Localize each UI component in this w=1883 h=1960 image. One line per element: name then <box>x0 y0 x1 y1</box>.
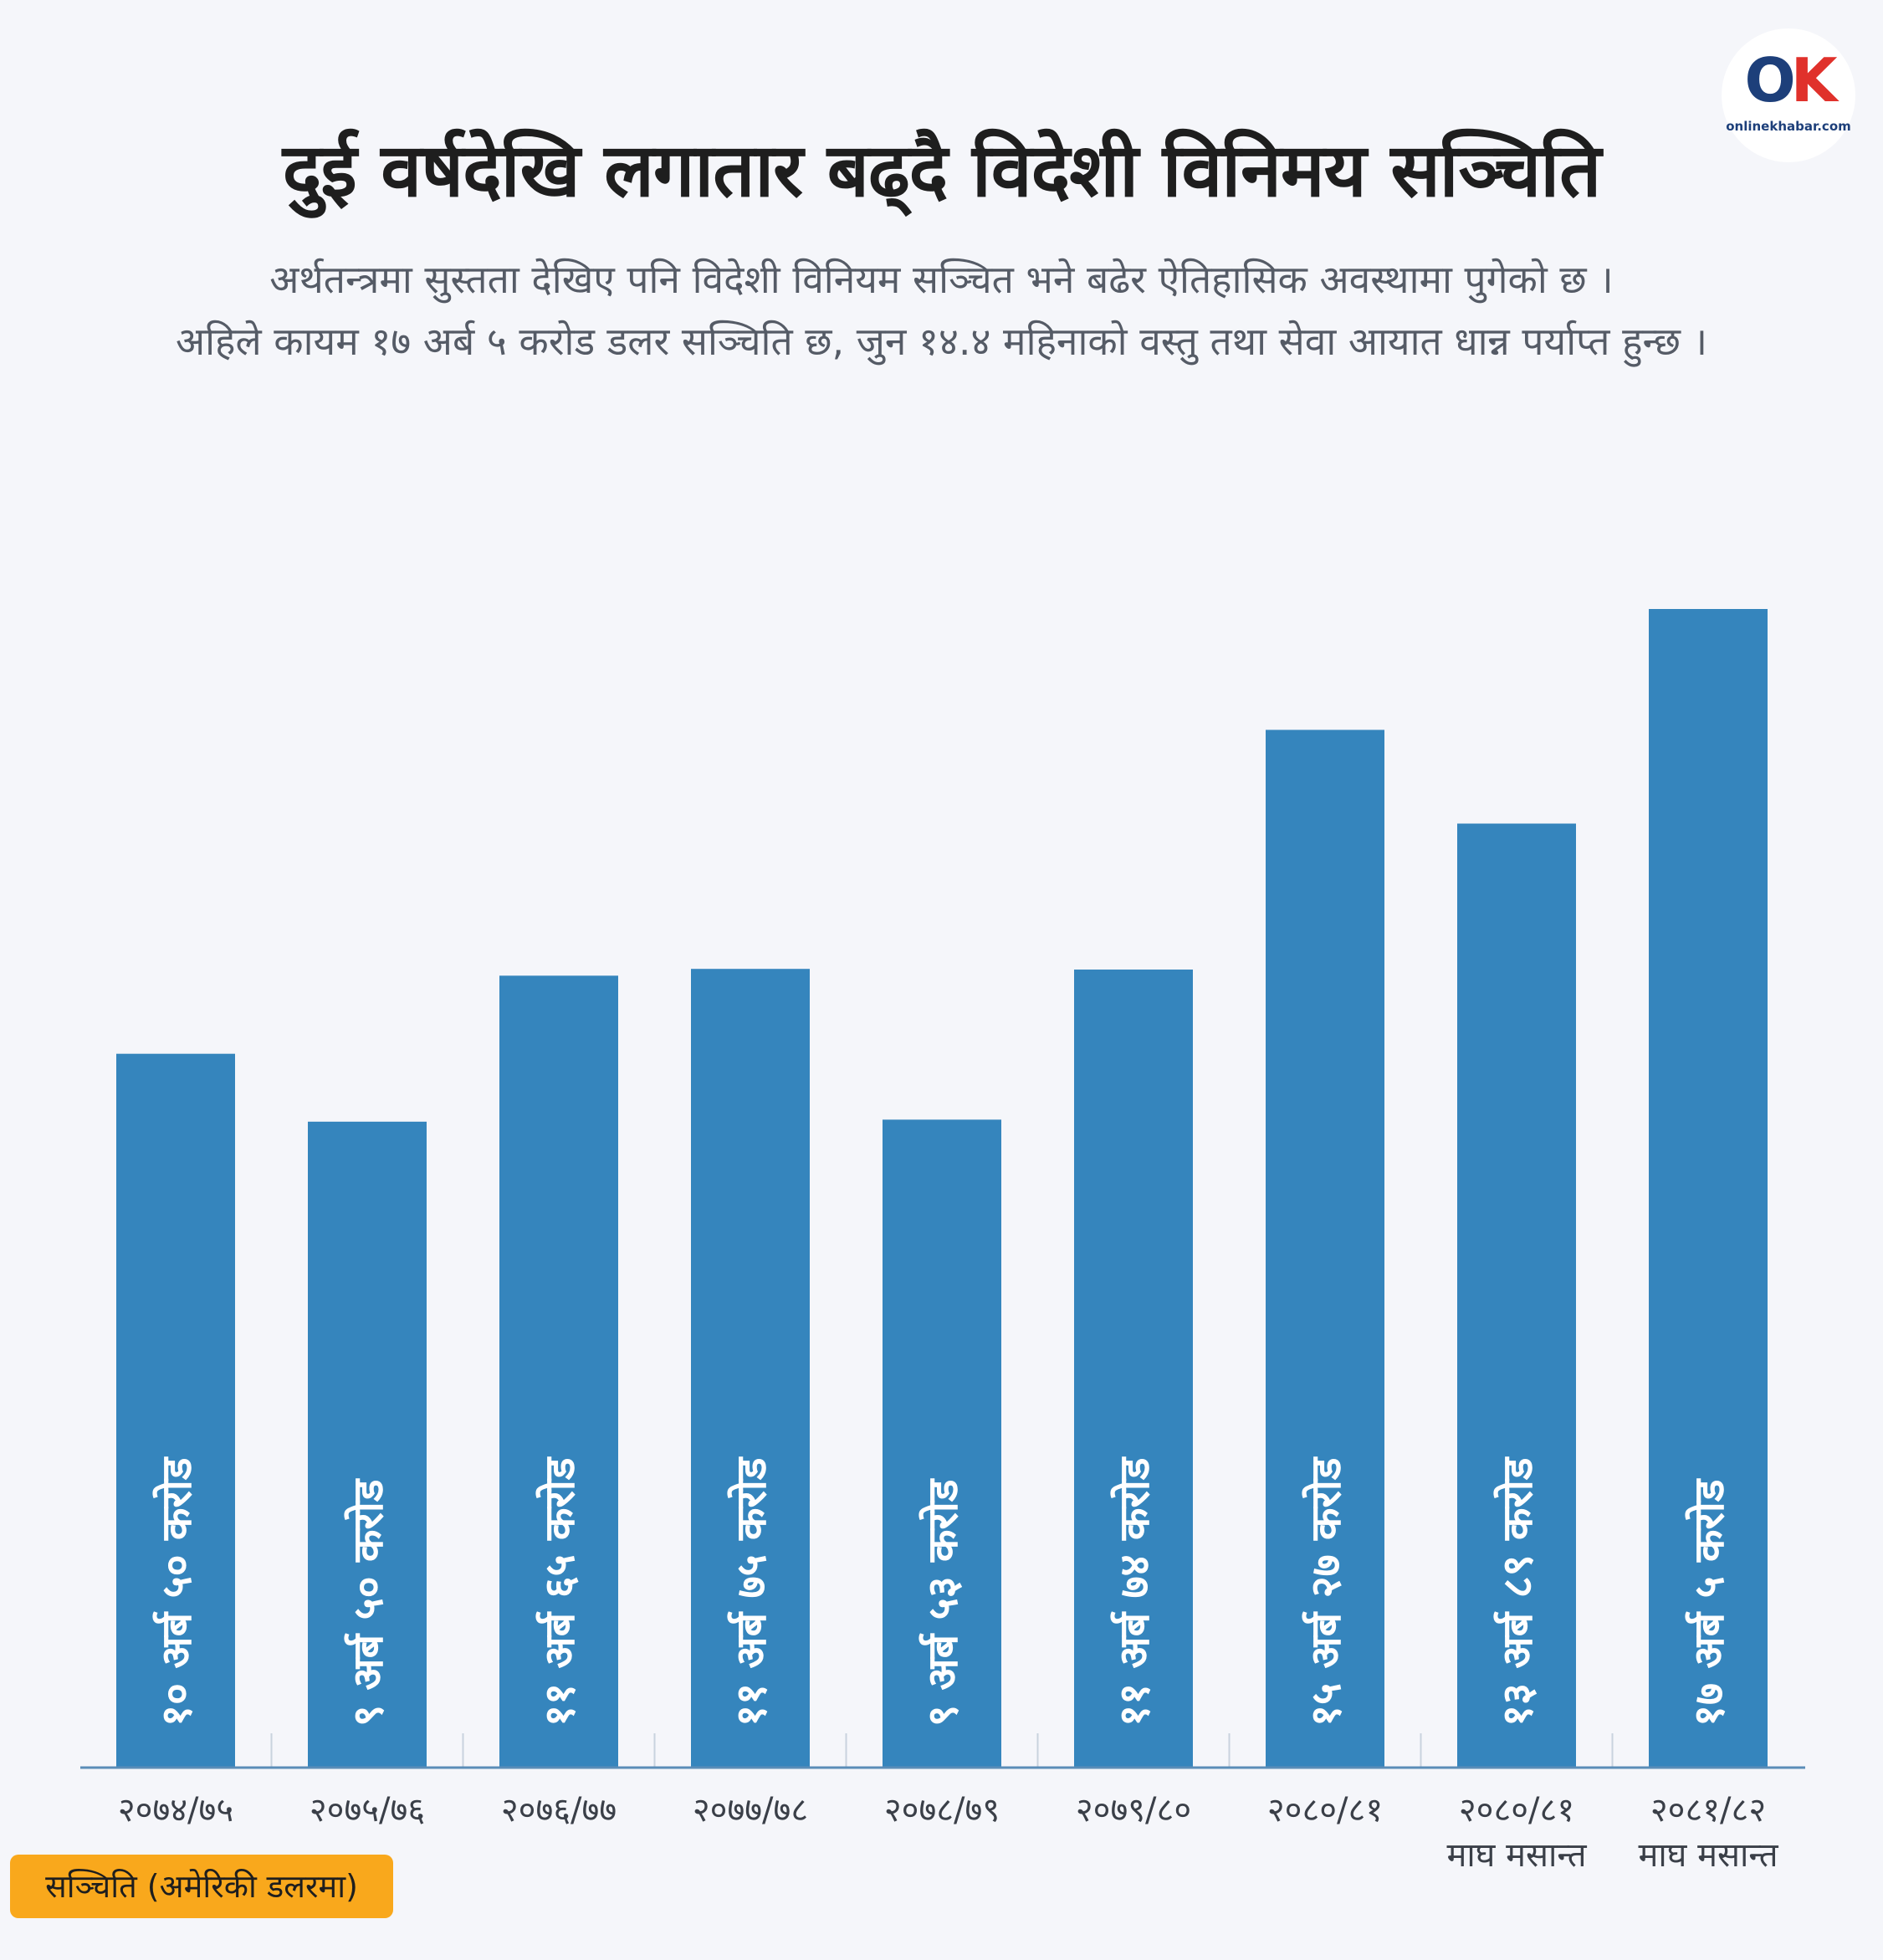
bar-0 <box>116 1053 235 1767</box>
bar-8 <box>1649 609 1768 1767</box>
chart-subtitle-line-1: अर्थतन्त्रमा सुस्तता देखिए पनि विदेशी वि… <box>269 257 1614 302</box>
logo-letter-k: K <box>1790 45 1838 115</box>
bar-value-label-6: १५ अर्ब २७ करोड <box>1302 1456 1350 1727</box>
bar-value-label-0: १० अर्ब ५० करोड <box>152 1456 201 1727</box>
x-tick-label-3: २०७७/७८ <box>693 1791 808 1830</box>
bar-5 <box>1074 970 1193 1767</box>
bar-7 <box>1457 823 1576 1767</box>
x-tick-label-8: २०८१/८२ <box>1650 1791 1766 1830</box>
bar-value-label-2: ११ अर्ब ६५ करोड <box>535 1456 584 1727</box>
x-tick-label-4: २०७८/७९ <box>884 1791 1000 1830</box>
x-tick-label-5: २०७९/८० <box>1076 1791 1191 1830</box>
bar-4 <box>883 1119 1001 1767</box>
bar-6 <box>1266 729 1384 1767</box>
x-tick-label-7: २०८०/८१ <box>1459 1791 1574 1830</box>
x-tick-label-6: २०८०/८१ <box>1267 1791 1383 1830</box>
logo-letter-o: O <box>1744 45 1795 115</box>
bar-value-label-8: १७ अर्ब ५ करोड <box>1685 1477 1733 1727</box>
chart-subtitle-line-2: अहिले कायम १७ अर्ब ५ करोड डलर सञ्चिति छ,… <box>176 319 1707 364</box>
x-tick-label-8-line-2: माघ मसान्त <box>1638 1836 1778 1875</box>
bar-value-label-3: ११ अर्ब ७५ करोड <box>727 1456 775 1727</box>
legend-badge: सञ्चिति (अमेरिकी डलरमा) <box>10 1855 393 1918</box>
x-tick-label-2: २०७६/७७ <box>501 1791 617 1830</box>
bar-value-label-4: ९ अर्ब ५३ करोड <box>918 1477 967 1727</box>
bar-3 <box>691 969 810 1767</box>
onlinekhabar-logo: OK onlinekhabar.com <box>1722 28 1855 162</box>
bar-value-label-5: ११ अर्ब ७४ करोड <box>1110 1456 1159 1727</box>
bar-1 <box>308 1121 427 1767</box>
bar-value-label-1: ९ अर्ब ५० करोड <box>344 1477 392 1727</box>
logo-wordmark: onlinekhabar.com <box>1726 119 1851 134</box>
logo-mark: OK <box>1722 47 1855 114</box>
chart-title: दुई वर्षदेखि लगातार बढ्दै विदेशी विनिमय … <box>282 127 1602 213</box>
bar-2 <box>499 975 618 1767</box>
x-tick-label-1: २०७५/७६ <box>310 1791 425 1830</box>
x-tick-label-0: २०७४/७५ <box>118 1791 233 1830</box>
x-tick-label-7-line-2: माघ मसान्त <box>1446 1836 1587 1875</box>
bar-value-label-7: १३ अर्ब ८९ करोड <box>1493 1456 1542 1727</box>
